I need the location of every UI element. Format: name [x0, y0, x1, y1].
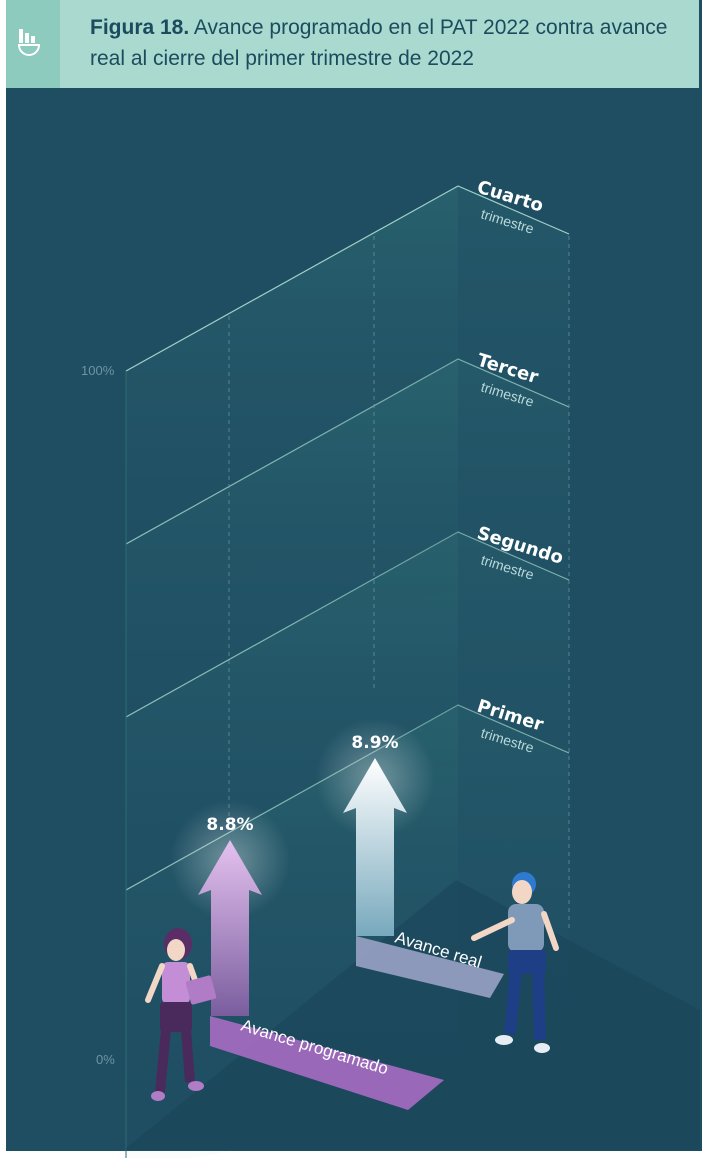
quarter-wall-side: [458, 186, 569, 621]
figure-label: Figura 18.: [90, 16, 190, 39]
figure-title-text: Avance programado en el PAT 2022 contra …: [90, 16, 668, 70]
bar-arrow: [198, 840, 262, 1016]
quarter-edge-line: [125, 185, 570, 372]
y-axis-min-label: 0%: [96, 1052, 115, 1067]
man-illustration: [471, 872, 559, 1053]
woman-illustration: [145, 928, 217, 1101]
series-label-strip: [356, 936, 504, 998]
bar-value-label: 8.8%: [206, 815, 253, 835]
chart-icon-box: [6, 0, 60, 88]
figure-header: Figura 18. Avance programado en el PAT 2…: [6, 0, 699, 88]
quarter-wall-front: [126, 186, 458, 651]
y-axis-max-label: 100%: [81, 363, 115, 378]
bar-value-label: 8.9%: [351, 733, 398, 753]
series-label-strip: [210, 1016, 444, 1110]
figure-title: Figura 18. Avance programado en el PAT 2…: [90, 12, 680, 74]
bar-arrow: [343, 758, 407, 936]
bar-chart-icon: [17, 29, 41, 56]
